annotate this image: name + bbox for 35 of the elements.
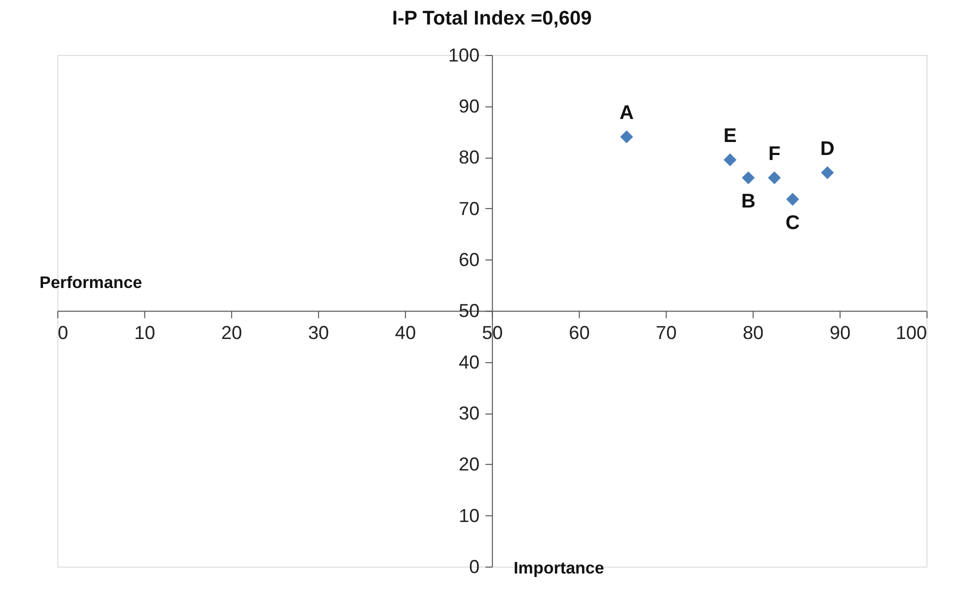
annotation: A: [619, 102, 634, 124]
point: [786, 192, 800, 206]
y-tick-label: 0: [469, 556, 480, 578]
y-tick-label: 20: [458, 454, 480, 475]
point: [724, 153, 736, 166]
x-tick-label: 40: [395, 322, 416, 343]
x-tick-label: 10: [134, 322, 156, 343]
annotation: E: [723, 125, 737, 148]
x-tick-label: 30: [308, 322, 329, 343]
y-tick-label: 30: [458, 402, 480, 424]
chart-title: I-P Total Index =0,609: [392, 7, 592, 30]
point: [742, 171, 755, 184]
annotation: D: [820, 138, 835, 160]
x-tick-label: 100: [896, 322, 927, 343]
y-tick-label: 80: [458, 146, 480, 168]
x-tick-label: 80: [742, 322, 764, 343]
x-tick-label: 90: [830, 322, 851, 343]
annotation: F: [768, 142, 780, 165]
annotation: C: [786, 212, 800, 234]
point: [820, 166, 834, 180]
point: [768, 171, 781, 184]
annotation: B: [741, 190, 756, 212]
point: [620, 130, 634, 144]
x-tick-label: 60: [568, 322, 590, 343]
y-tick-label: 70: [458, 198, 480, 219]
x-tick-label: 0: [58, 322, 68, 343]
y-axis-title: Performance: [40, 273, 142, 292]
y-tick-label: 60: [458, 249, 480, 270]
y-tick-label: 100: [448, 44, 480, 66]
x-tick-label: 70: [656, 322, 677, 343]
y-tick-label: 40: [458, 351, 480, 372]
x-axis-title: Importance: [514, 558, 604, 578]
y-tick-label: 90: [458, 96, 480, 117]
x-tick-label: 20: [221, 322, 242, 343]
y-tick-label: 10: [458, 504, 480, 526]
